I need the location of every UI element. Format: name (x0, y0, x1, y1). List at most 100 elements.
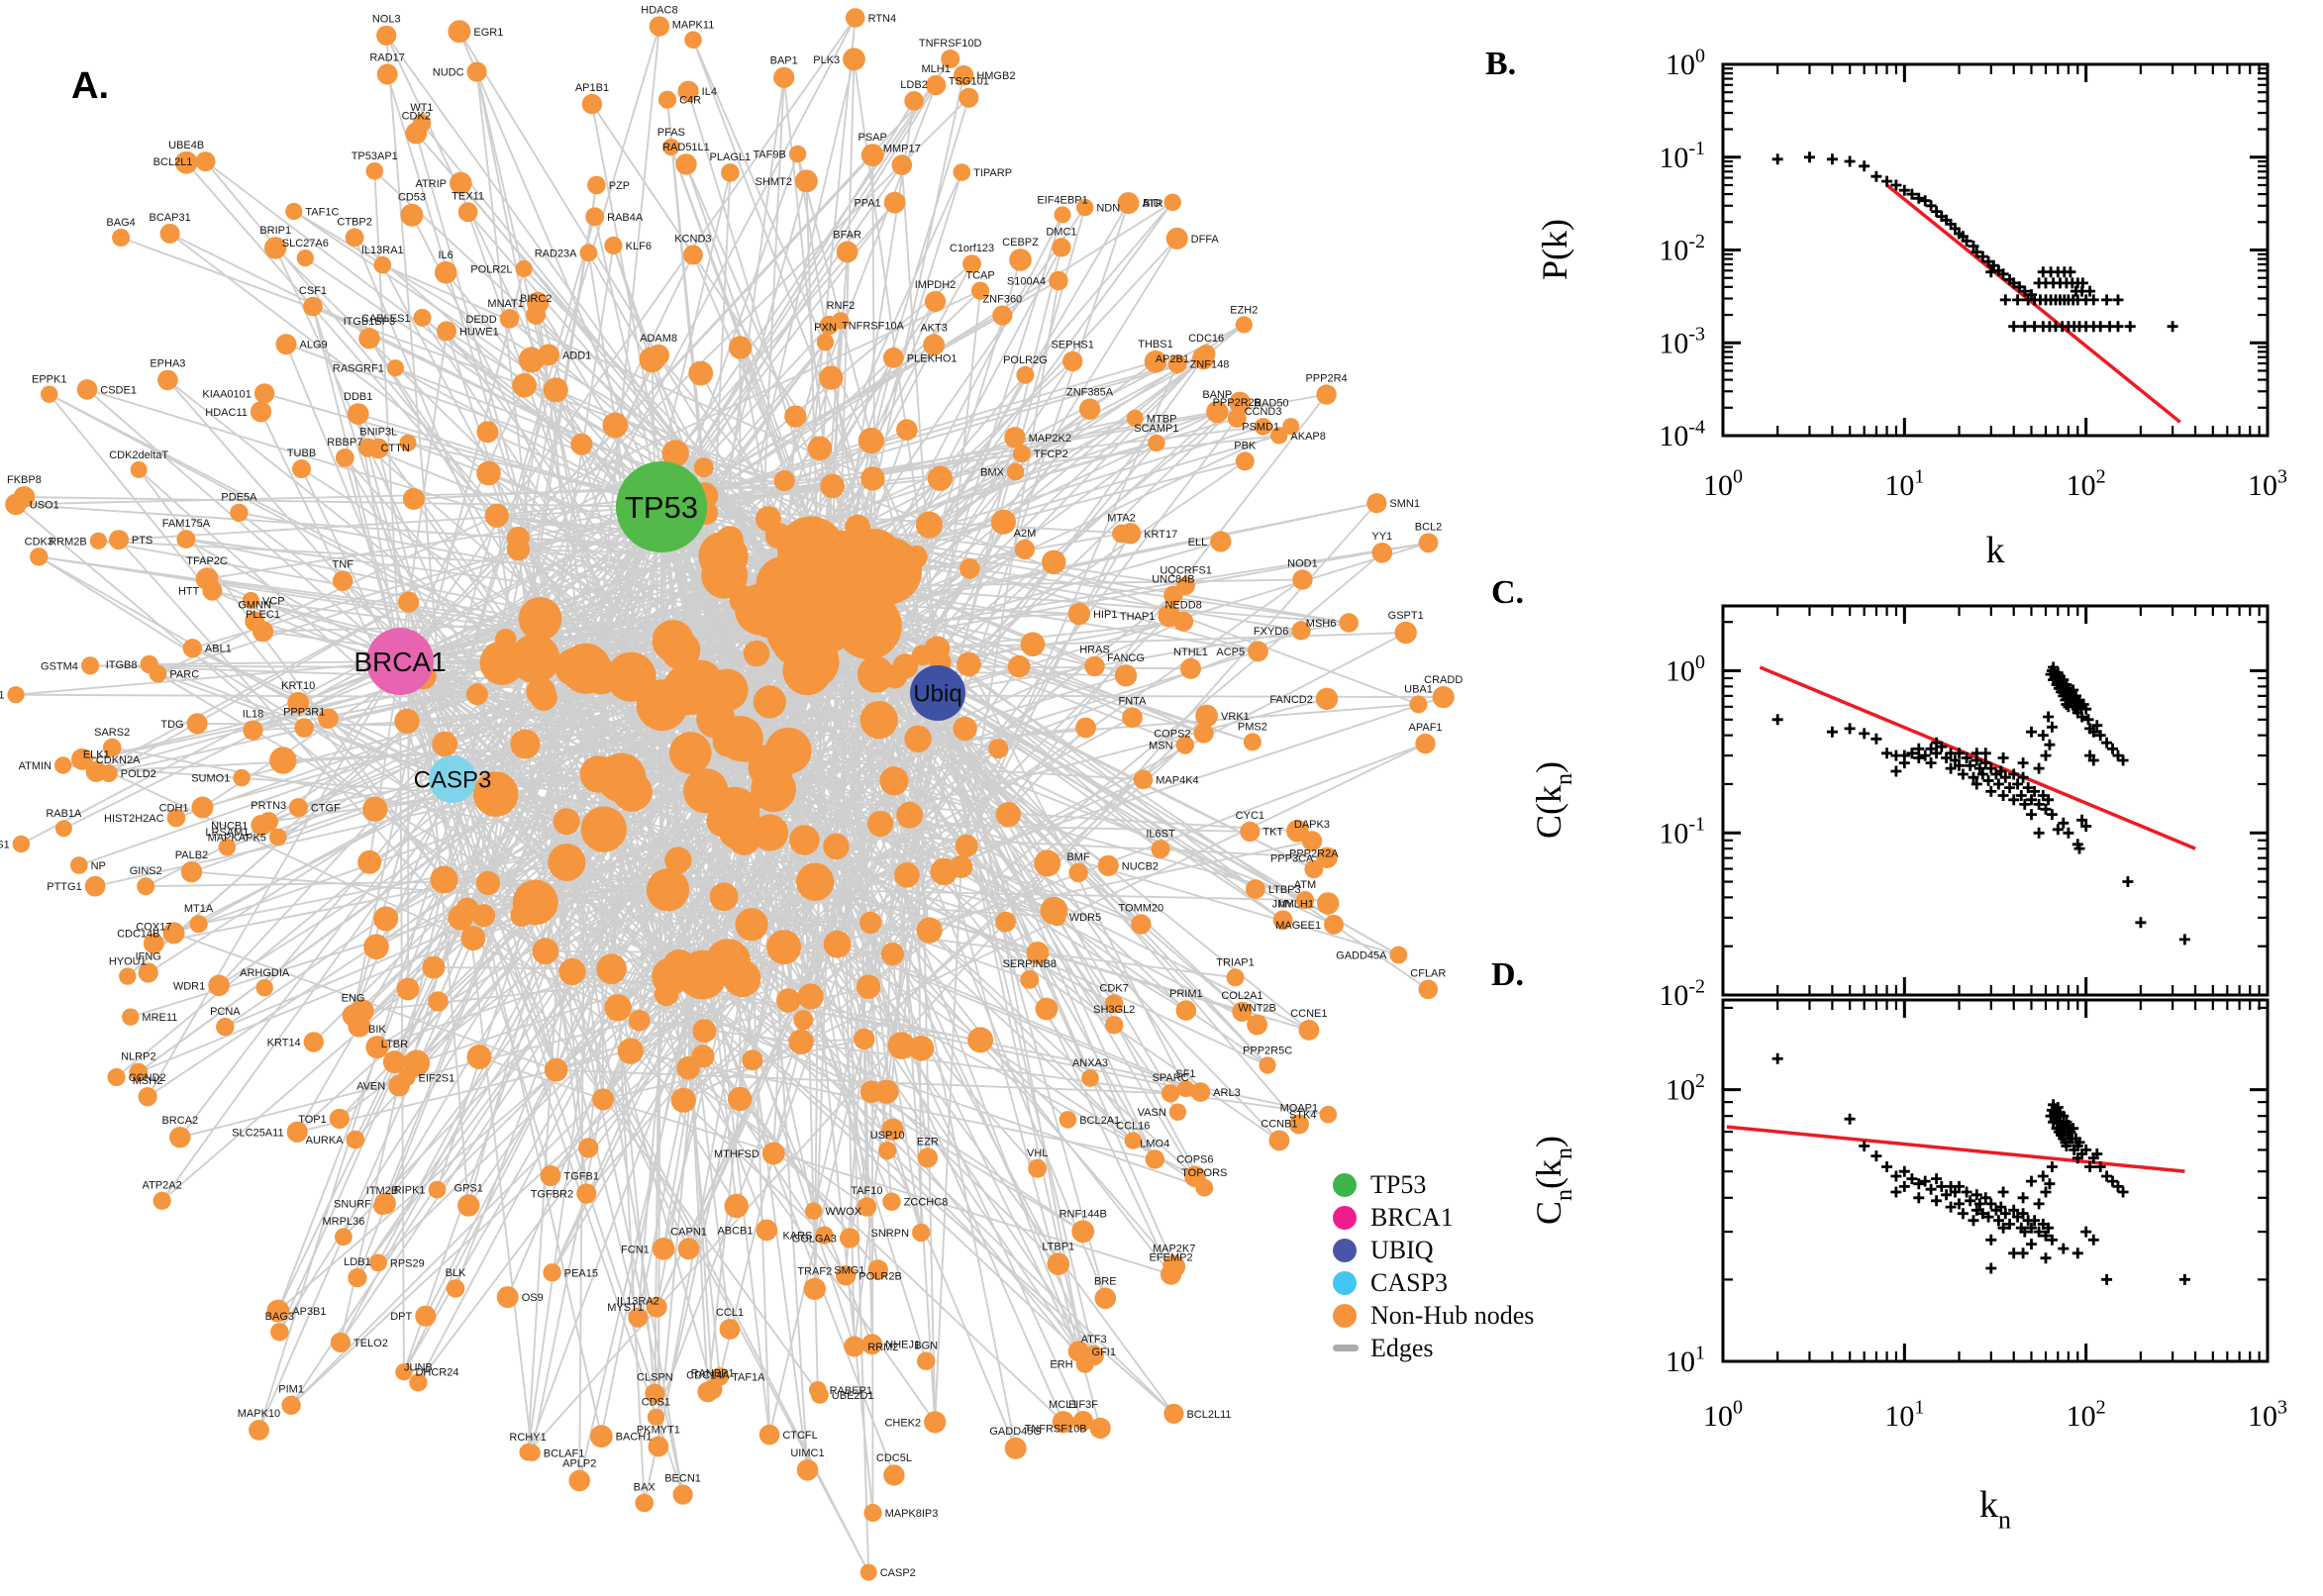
node-label: RNF2 (827, 300, 856, 312)
node-label: SEPHS1 (1051, 340, 1093, 351)
node-label: KLF6 (626, 241, 652, 252)
network-node (962, 254, 981, 273)
node-label: BAP1 (770, 55, 798, 67)
network-node (1319, 1105, 1338, 1124)
network-node (820, 473, 845, 499)
hub-label-tp53: TP53 (625, 490, 698, 525)
network-node (512, 372, 537, 398)
network-node (476, 421, 499, 444)
node-label: SPARC (1153, 1072, 1189, 1084)
network-node (138, 1087, 157, 1107)
network-node (543, 377, 568, 403)
node-label: ARL3 (1213, 1087, 1241, 1099)
fit-line (1885, 183, 2181, 424)
network-node (1246, 879, 1265, 899)
network-node (432, 731, 458, 757)
network-node (916, 917, 943, 944)
network-node (358, 328, 380, 349)
network-node (102, 738, 122, 757)
network-node (805, 1202, 823, 1220)
network-node (917, 1351, 936, 1370)
node-label: FANCG (1107, 652, 1145, 664)
network-node (544, 1057, 568, 1082)
network-node (466, 61, 487, 82)
node-label: RABEP1 (830, 1385, 872, 1397)
network-node (1028, 1158, 1048, 1178)
node-label: TNF (333, 559, 354, 571)
node-label: TCAP (965, 270, 994, 282)
node-label: PBK (1234, 440, 1257, 451)
node-label: A2M (1014, 528, 1037, 540)
plot-panel-C: 100 10-1 10-2 C(kn) (1529, 604, 2270, 1012)
node-label: SMN1 (1389, 498, 1420, 510)
node-label: MSH2 (133, 1075, 163, 1087)
network-node (250, 401, 272, 423)
node-label: WDR1 (173, 980, 205, 992)
node-label: PLAGL1 (710, 151, 752, 163)
node-label: EZR (917, 1136, 939, 1147)
network-node (400, 203, 424, 227)
node-label: SUMO1 (191, 773, 230, 785)
edge-swatch-icon (1333, 1345, 1359, 1351)
x-axis-title: kn (1979, 1484, 2011, 1534)
ubiq-swatch-icon (1333, 1238, 1357, 1262)
hub-node-casp3 (429, 755, 476, 803)
network-node (661, 440, 689, 467)
node-label: HUWE1 (459, 326, 499, 338)
node-label: PPP2R4 (1305, 372, 1347, 384)
hub-label-ubiq: Ubiq (913, 680, 961, 707)
network-node (476, 460, 501, 486)
network-node (496, 1286, 519, 1309)
network-node (648, 1436, 669, 1457)
network-node (398, 591, 420, 613)
node-label: NEDD8 (1164, 600, 1201, 612)
network-node (264, 237, 287, 259)
node-label: EFEMP2 (1150, 1251, 1193, 1263)
network-node (195, 151, 216, 172)
network-node (403, 1049, 431, 1077)
legend-label: Non-Hub nodes (1370, 1300, 1535, 1330)
network-node (540, 1165, 561, 1186)
node-label: MCL1 (1049, 1399, 1077, 1411)
network-node (1415, 733, 1436, 754)
node-label: WDR5 (1069, 912, 1101, 924)
node-label: THBS1 (1138, 339, 1172, 350)
network-node (917, 1147, 939, 1168)
node-label: BGN (914, 1340, 938, 1351)
node-label: AP1B1 (575, 82, 609, 94)
node-label: HTT (178, 586, 200, 598)
network-node (691, 1045, 715, 1068)
node-label: CAPN1 (670, 1226, 707, 1238)
network-node (883, 191, 906, 214)
node-label: RBBP7 (327, 437, 362, 449)
legend-item-ubiq: UBIQ (1333, 1234, 1534, 1266)
network-node (448, 20, 471, 44)
node-label: CCNE1 (1290, 1008, 1327, 1020)
network-node (122, 1008, 140, 1026)
network-node (860, 144, 884, 167)
network-node (176, 530, 196, 549)
hub-node-ubiq (910, 665, 965, 721)
network-node (208, 974, 230, 997)
network-node (1240, 821, 1261, 843)
node-label: RAD51L1 (662, 142, 710, 153)
network-node (12, 835, 31, 853)
network-node (1190, 1082, 1211, 1102)
network-node (373, 1197, 391, 1215)
network-node (1168, 1103, 1187, 1121)
tick-label: 100 (1666, 45, 1705, 81)
node-label: CEBPZ (1002, 237, 1039, 249)
node-label: RNF144B (1060, 1208, 1107, 1220)
node-label: PRTN3 (251, 800, 286, 812)
network-node (719, 1319, 741, 1340)
network-node (1259, 1056, 1276, 1074)
network-node (954, 64, 974, 86)
node-label: SCAMP1 (1134, 423, 1178, 435)
network-node (1040, 896, 1068, 925)
network-node (652, 957, 690, 996)
network-node (189, 915, 208, 934)
network-node (702, 1379, 723, 1400)
network-node (967, 1027, 994, 1053)
node-label: RAD23A (535, 248, 577, 259)
network-nodes (5, 8, 1455, 1581)
